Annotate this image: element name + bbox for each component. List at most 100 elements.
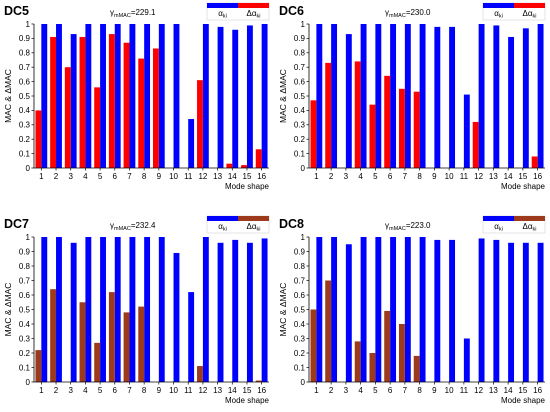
legend-swatch-2 [238, 3, 269, 8]
y-tick-label: 0.5 [19, 92, 31, 101]
x-tick-label: 1 [314, 386, 319, 395]
bar-alpha-14 [232, 29, 239, 169]
x-tick-label: 11 [184, 172, 193, 181]
gamma-symbol: γ [385, 221, 389, 230]
legend-subscript: ki [499, 14, 503, 20]
bar-delta-alpha-7 [398, 88, 405, 168]
x-axis-label: Mode shape [501, 396, 546, 405]
y-axis-label: MAC & ΔMAC [3, 283, 13, 337]
x-tick-label: 8 [417, 172, 422, 181]
legend-swatch-1 [483, 3, 514, 8]
chart-title: DC6 [279, 4, 304, 18]
x-tick-label: 9 [157, 172, 162, 181]
y-tick-label: 0.6 [294, 291, 306, 300]
bar-delta-alpha-14 [226, 163, 233, 168]
bar-alpha-13 [217, 242, 224, 382]
y-axis-label: MAC & ΔMAC [278, 283, 288, 337]
legend-symbol: Δα [247, 222, 257, 231]
y-tick-label: 0.4 [19, 106, 31, 115]
bar-alpha-13 [217, 26, 224, 168]
legend-subscript: ki [532, 227, 536, 233]
y-tick-label: 0 [301, 378, 306, 387]
y-tick-label: 0.9 [294, 34, 306, 43]
x-tick-label: 12 [474, 386, 483, 395]
bar-alpha-3 [345, 244, 352, 382]
legend-label-1: αki [218, 222, 227, 233]
x-axis-label: Mode shape [501, 182, 546, 191]
x-tick-label: 5 [98, 386, 103, 395]
bar-delta-alpha-8 [413, 355, 420, 382]
y-tick-label: 0.4 [294, 106, 306, 115]
chart-title: DC7 [4, 217, 29, 231]
y-tick-label: 0 [26, 378, 31, 387]
x-tick-label: 5 [373, 386, 378, 395]
gamma-value: =229.1 [131, 8, 156, 17]
legend-label-2: Δαki [247, 222, 261, 233]
legend-subscript: ki [499, 227, 503, 233]
x-tick-label: 4 [358, 386, 363, 395]
gamma-subscript: mMAC [114, 226, 131, 232]
x-tick-label: 2 [54, 386, 59, 395]
bar-delta-alpha-6 [108, 34, 115, 168]
bar-delta-alpha-15 [241, 165, 247, 168]
bar-alpha-9 [434, 26, 441, 168]
x-tick-label: 15 [243, 172, 252, 181]
bar-alpha-11 [463, 94, 470, 168]
x-tick-label: 13 [213, 172, 222, 181]
y-tick-label: 0.9 [294, 247, 306, 256]
bar-alpha-7 [129, 237, 136, 382]
bar-alpha-8 [419, 24, 426, 168]
x-tick-label: 13 [489, 172, 498, 181]
gamma-value: =230.0 [406, 8, 431, 17]
x-tick-label: 16 [533, 172, 542, 181]
bar-delta-alpha-5 [369, 353, 376, 382]
bar-alpha-11 [463, 338, 470, 382]
x-tick-label: 2 [329, 172, 334, 181]
bar-delta-alpha-4 [79, 36, 86, 169]
bar-alpha-9 [158, 237, 165, 382]
bar-delta-alpha-3 [64, 67, 71, 168]
bar-alpha-15 [522, 242, 529, 382]
bar-alpha-5 [100, 24, 106, 168]
bar-delta-alpha-6 [384, 310, 391, 382]
x-tick-label: 6 [113, 386, 118, 395]
x-tick-label: 1 [39, 386, 44, 395]
y-tick-label: 0.8 [19, 262, 31, 271]
bar-alpha-11 [188, 292, 195, 382]
y-tick-label: 0.3 [19, 121, 31, 130]
bar-alpha-4 [360, 237, 367, 382]
bar-alpha-3 [70, 242, 77, 382]
y-tick-label: 0.1 [19, 363, 31, 372]
x-tick-label: 7 [127, 172, 132, 181]
bar-alpha-1 [316, 237, 323, 382]
bar-alpha-1 [41, 237, 48, 382]
bar-alpha-14 [232, 239, 239, 382]
bar-delta-alpha-5 [94, 87, 101, 168]
bar-alpha-13 [493, 239, 500, 382]
bar-delta-alpha-7 [123, 42, 130, 168]
bar-alpha-8 [144, 24, 151, 168]
x-tick-label: 10 [445, 172, 454, 181]
y-tick-label: 0.1 [294, 363, 306, 372]
bar-delta-alpha-16 [255, 380, 262, 382]
bar-delta-alpha-8 [138, 306, 145, 382]
bar-alpha-14 [508, 36, 515, 169]
x-tick-label: 15 [518, 172, 527, 181]
x-tick-label: 14 [504, 386, 513, 395]
y-tick-label: 0.6 [19, 291, 31, 300]
legend-symbol: α [218, 222, 223, 231]
y-tick-label: 0.8 [19, 49, 31, 58]
x-tick-label: 3 [68, 172, 73, 181]
y-tick-label: 0.7 [19, 63, 31, 72]
legend-swatch-1 [483, 216, 514, 221]
x-tick-label: 3 [344, 386, 349, 395]
bar-delta-alpha-16 [531, 156, 538, 168]
x-tick-label: 5 [373, 172, 378, 181]
y-tick-label: 0.1 [19, 149, 31, 158]
x-tick-label: 4 [83, 386, 88, 395]
y-tick-label: 1 [301, 20, 306, 29]
y-tick-label: 0 [26, 164, 31, 173]
x-tick-label: 16 [257, 172, 266, 181]
